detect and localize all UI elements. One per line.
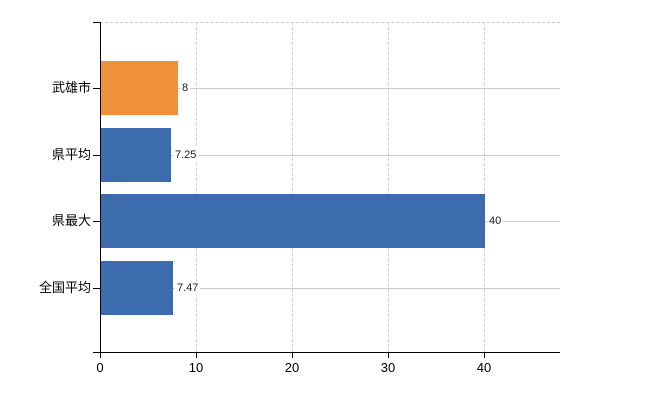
x-tick-label: 20	[284, 360, 300, 375]
x-axis-tick	[292, 353, 293, 358]
x-tick-label: 0	[96, 360, 104, 375]
x-tick-label: 30	[380, 360, 396, 375]
vertical-gridline	[196, 22, 197, 352]
y-axis-tick	[93, 155, 100, 156]
y-axis-tick	[93, 288, 100, 289]
vertical-gridline	[388, 22, 389, 352]
x-axis-tick	[100, 353, 101, 358]
category-gridline	[100, 155, 560, 156]
bar-value-label: 7.47	[175, 281, 201, 295]
y-axis-tick	[93, 88, 100, 89]
category-gridline	[100, 88, 560, 89]
x-axis-tick	[484, 353, 485, 358]
y-axis-tick	[93, 22, 100, 23]
bar	[101, 61, 178, 115]
category-label: 県平均	[51, 147, 91, 162]
x-axis-tick	[196, 353, 197, 358]
bar	[101, 194, 485, 248]
x-axis	[93, 352, 560, 353]
bar-value-label: 7.25	[173, 148, 199, 162]
y-axis	[100, 22, 101, 352]
x-axis-tick	[388, 353, 389, 358]
category-gridline	[100, 288, 560, 289]
vertical-gridline	[484, 22, 485, 352]
x-tick-label: 40	[476, 360, 492, 375]
bar-value-label: 8	[180, 81, 191, 95]
x-tick-label: 10	[188, 360, 204, 375]
category-label: 全国平均	[38, 280, 91, 295]
bar	[101, 128, 171, 182]
vertical-gridline	[292, 22, 293, 352]
bar-value-label: 40	[487, 214, 504, 228]
category-label: 武雄市	[51, 80, 91, 95]
plot-top-border	[100, 22, 560, 23]
y-axis-tick	[93, 221, 100, 222]
bar	[101, 261, 173, 315]
category-label: 県最大	[51, 213, 91, 228]
